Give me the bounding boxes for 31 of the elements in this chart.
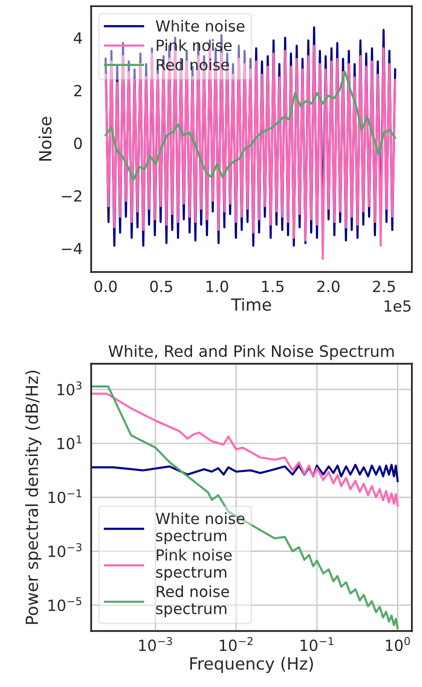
y-axis-title: Power spectral density (dB/Hz) xyxy=(25,370,42,624)
y-tick-label: 10$^{3}$ xyxy=(58,381,82,396)
y-tick-label: −4 xyxy=(62,243,82,254)
legend-label: Red noise spectrum xyxy=(156,585,230,618)
x-tick-label: 10$^{−2}$ xyxy=(220,637,252,652)
y-tick-label: 2 xyxy=(74,84,82,96)
y-tick-label: 10$^{−1}$ xyxy=(48,489,82,504)
legend-label: White noise xyxy=(156,20,244,32)
x-tick-label: 2.0 xyxy=(317,280,340,292)
x-axis-title: Frequency (Hz) xyxy=(190,656,313,674)
x-tick-label: 0.5 xyxy=(150,280,172,292)
y-tick-label: 0 xyxy=(74,138,82,150)
x-tick-label: 0.0 xyxy=(94,280,117,292)
text: 1e5 xyxy=(384,300,411,312)
y-tick-label: 10$^{1}$ xyxy=(58,435,82,450)
y-tick-label: 10$^{−3}$ xyxy=(48,543,82,558)
x-tick-label: 1.0 xyxy=(206,280,228,292)
y-tick-label: 4 xyxy=(74,32,82,44)
legend-label: White noise spectrum xyxy=(156,512,244,544)
line-series xyxy=(104,70,396,181)
x-tick-label: 10$^{0}$ xyxy=(386,637,410,652)
legend-label: Pink noise spectrum xyxy=(156,548,232,581)
chart-title: White, Red and Pink Noise Spectrum xyxy=(108,344,394,360)
x-tick-label: 10$^{−3}$ xyxy=(139,637,172,652)
x-tick-label: 10$^{−1}$ xyxy=(300,637,334,652)
x-tick-label: 2.5 xyxy=(373,280,395,292)
y-tick-label: 10$^{−5}$ xyxy=(48,597,82,612)
y-axis-title: Noise xyxy=(38,116,52,161)
y-tick-label: −2 xyxy=(62,190,82,202)
x-tick-label: 1.5 xyxy=(262,280,284,292)
x-axis-title: Time xyxy=(231,298,272,311)
